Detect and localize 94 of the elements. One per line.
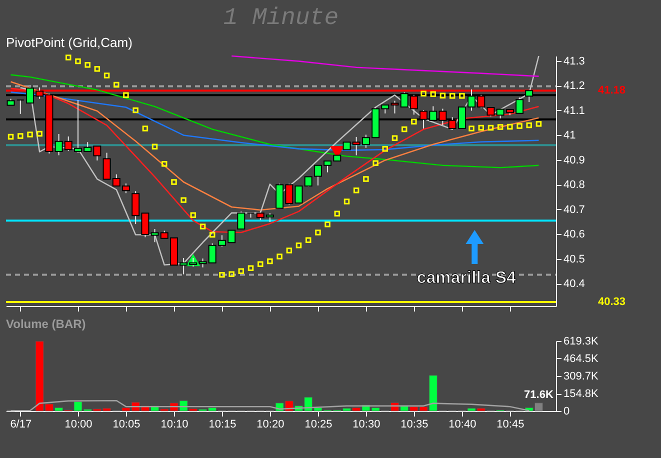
point [344,198,350,204]
point [180,197,186,203]
x-tick-label: 10:35 [400,418,428,430]
line-series [10,91,540,151]
line-series [10,400,530,412]
point [353,188,360,194]
point [75,58,81,64]
point [36,130,42,137]
point [324,221,330,228]
candlestick [237,210,246,230]
x-tick-label: 6/17 [10,418,32,430]
point [536,120,542,127]
point [276,254,282,260]
point [516,123,522,129]
y-tick-label: 41 [564,130,576,142]
point [228,271,234,277]
x-tick-label: 10:15 [208,418,236,430]
x-tick-label: 10:05 [112,418,140,430]
annotation: camarilla S4 [416,268,517,287]
point [238,268,244,274]
x-tick-label: 10:10 [160,418,188,430]
data-label: 71.6K [524,388,554,401]
y-tick-label: 154.8K [564,388,600,400]
point [372,160,378,166]
point [478,124,484,131]
x-tick-label: 10:25 [304,418,332,430]
point [123,92,129,98]
point [142,126,148,132]
text: PivotPoint (Grid,Cam) [6,35,132,50]
point [488,124,494,131]
x-tick-label: 10:45 [496,418,524,430]
x-tick-label: 10:20 [256,418,284,430]
y-tick-label: 40.7 [564,204,585,216]
y-tick-label: 0 [564,406,570,418]
y-tick-label: 41.2 [564,80,585,92]
line-series [10,81,540,211]
point [209,232,216,238]
point [94,66,100,72]
line-series [20,55,540,266]
point [171,179,177,185]
point [440,92,446,98]
y-tick-label: 41.3 [564,55,585,68]
point [114,82,120,88]
point [382,146,388,152]
point [459,92,465,99]
point [267,258,273,264]
point [526,122,532,128]
point [219,272,225,278]
y-tick-label: 41.1 [564,104,585,117]
point [162,161,168,167]
point [392,135,398,142]
point [66,54,72,60]
y-tick-label: 464.5K [564,352,600,365]
point [497,124,504,130]
y-tick-label: 40.8 [564,179,585,192]
x-tick-label: 10:40 [448,418,476,430]
y-tick-label: 40.4 [564,278,585,290]
point [27,132,33,138]
line-series [230,55,540,77]
point [286,248,292,254]
y-tick-label: 309.7K [564,370,600,382]
point [507,124,513,130]
y-tick-label: 619.3K [564,336,600,348]
x-tick-label: 10:00 [64,418,92,430]
point [363,176,369,182]
point [200,224,206,230]
point [411,118,417,124]
point [132,107,138,114]
ref-line-label: 40.33 [598,296,626,308]
point [258,261,264,268]
point [84,62,90,68]
point [430,91,436,97]
y-tick-label: 40.5 [564,253,585,266]
y-tick-label: 40.6 [564,228,585,241]
point [18,133,24,139]
chart-title: Volume (BAR) [6,317,86,331]
point [449,92,456,99]
point [305,237,312,244]
point [401,126,408,132]
x-tick-label: 10:30 [352,418,380,430]
point [248,265,254,271]
point [296,242,302,248]
point [104,72,110,78]
candlestick [16,100,24,114]
point [190,212,196,218]
point [420,90,426,96]
point [468,126,474,132]
ref-line-label: 41.18 [598,84,626,97]
line-series [10,74,540,168]
point [8,134,14,140]
point [315,230,321,236]
point [334,210,340,217]
y-tick-label: 40.9 [564,154,585,166]
point [152,144,158,150]
